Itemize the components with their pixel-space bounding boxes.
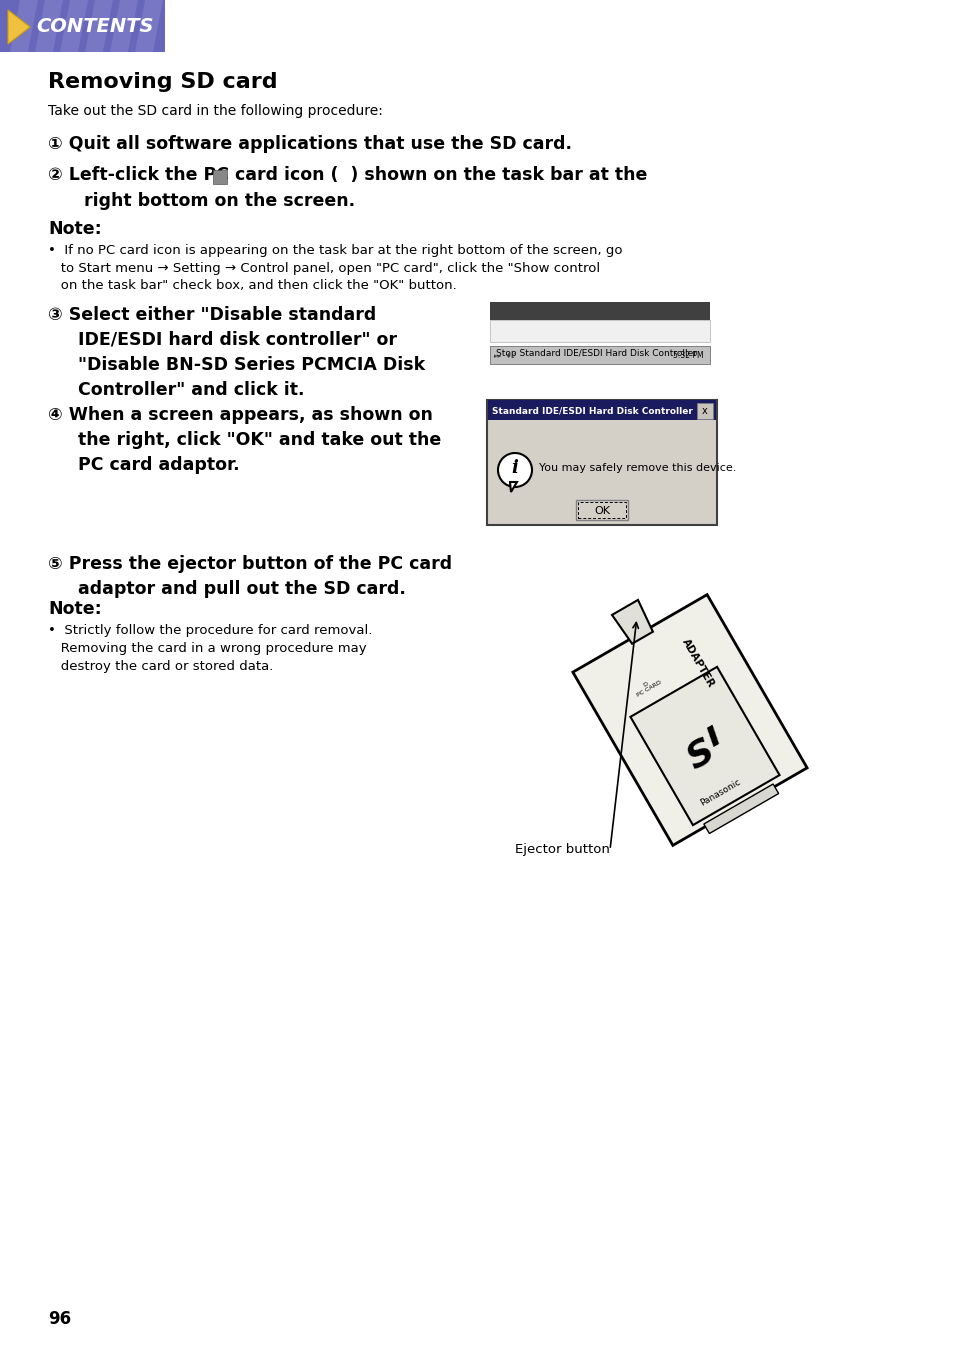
Text: Ejector button: Ejector button xyxy=(515,844,609,856)
Text: OK: OK xyxy=(594,505,609,516)
Text: Standard IDE/ESDI Hard Disk Controller: Standard IDE/ESDI Hard Disk Controller xyxy=(492,406,692,416)
Polygon shape xyxy=(630,667,779,825)
Text: CONTENTS: CONTENTS xyxy=(36,16,153,35)
Polygon shape xyxy=(85,0,112,51)
Text: ④ When a screen appears, as shown on: ④ When a screen appears, as shown on xyxy=(48,406,433,424)
Text: D
PC CARD: D PC CARD xyxy=(632,675,661,698)
Text: ADAPTER: ADAPTER xyxy=(679,637,715,690)
Bar xyxy=(0,0,165,51)
Text: IDE/ESDI hard disk controller" or: IDE/ESDI hard disk controller" or xyxy=(48,331,396,350)
Text: "Disable BN-SD Series PCMCIA Disk: "Disable BN-SD Series PCMCIA Disk xyxy=(48,356,425,374)
Bar xyxy=(213,169,227,184)
Bar xyxy=(490,302,709,320)
Text: i: i xyxy=(511,459,517,477)
Text: Note:: Note: xyxy=(48,220,102,238)
Polygon shape xyxy=(135,0,163,51)
Bar xyxy=(486,400,717,524)
Polygon shape xyxy=(35,0,63,51)
Text: right bottom on the screen.: right bottom on the screen. xyxy=(84,192,355,210)
Text: •  If no PC card icon is appearing on the task bar at the right bottom of the sc: • If no PC card icon is appearing on the… xyxy=(48,244,622,257)
Polygon shape xyxy=(703,785,778,833)
Text: 5:32 PM: 5:32 PM xyxy=(673,351,703,360)
Text: Controller" and click it.: Controller" and click it. xyxy=(48,381,304,398)
Bar xyxy=(490,346,709,364)
Text: adaptor and pull out the SD card.: adaptor and pull out the SD card. xyxy=(48,580,405,598)
Text: 96: 96 xyxy=(48,1310,71,1328)
Bar xyxy=(488,400,716,420)
Text: Removing the card in a wrong procedure may: Removing the card in a wrong procedure m… xyxy=(48,642,366,654)
Text: Removing SD card: Removing SD card xyxy=(48,72,277,92)
Text: ⑤ Press the ejector button of the PC card: ⑤ Press the ejector button of the PC car… xyxy=(48,556,452,573)
Bar xyxy=(578,501,625,518)
Text: •  Strictly follow the procedure for card removal.: • Strictly follow the procedure for card… xyxy=(48,625,372,637)
Bar xyxy=(490,320,709,341)
Polygon shape xyxy=(60,0,88,51)
Text: Note:: Note: xyxy=(48,600,102,618)
Text: Stop Standard IDE/ESDI Hard Disk Controller: Stop Standard IDE/ESDI Hard Disk Control… xyxy=(496,348,697,358)
Text: ① Quit all software applications that use the SD card.: ① Quit all software applications that us… xyxy=(48,136,572,153)
Polygon shape xyxy=(510,482,517,492)
Text: ı: ı xyxy=(699,718,726,753)
Text: Panasonic: Panasonic xyxy=(698,778,741,808)
Circle shape xyxy=(497,453,532,486)
Polygon shape xyxy=(612,600,652,644)
Text: S: S xyxy=(680,733,720,775)
Text: x: x xyxy=(701,406,707,416)
Polygon shape xyxy=(573,595,806,846)
Text: destroy the card or stored data.: destroy the card or stored data. xyxy=(48,660,274,673)
Text: the right, click "OK" and take out the: the right, click "OK" and take out the xyxy=(48,431,441,449)
Polygon shape xyxy=(8,9,30,43)
Bar xyxy=(576,500,627,520)
Text: Take out the SD card in the following procedure:: Take out the SD card in the following pr… xyxy=(48,104,382,118)
Polygon shape xyxy=(10,0,38,51)
Text: on the task bar" check box, and then click the "OK" button.: on the task bar" check box, and then cli… xyxy=(48,279,456,291)
Text: ③ Select either "Disable standard: ③ Select either "Disable standard xyxy=(48,306,375,324)
Text: PC card adaptor.: PC card adaptor. xyxy=(48,457,239,474)
Text: ▸▸  ♦♪: ▸▸ ♦♪ xyxy=(494,354,520,359)
Text: You may safely remove this device.: You may safely remove this device. xyxy=(538,463,736,473)
Polygon shape xyxy=(110,0,138,51)
Text: ② Left-click the PC card icon (  ) shown on the task bar at the: ② Left-click the PC card icon ( ) shown … xyxy=(48,167,647,184)
Bar xyxy=(697,402,712,419)
Text: to Start menu → Setting → Control panel, open "PC card", click the "Show control: to Start menu → Setting → Control panel,… xyxy=(48,262,599,275)
